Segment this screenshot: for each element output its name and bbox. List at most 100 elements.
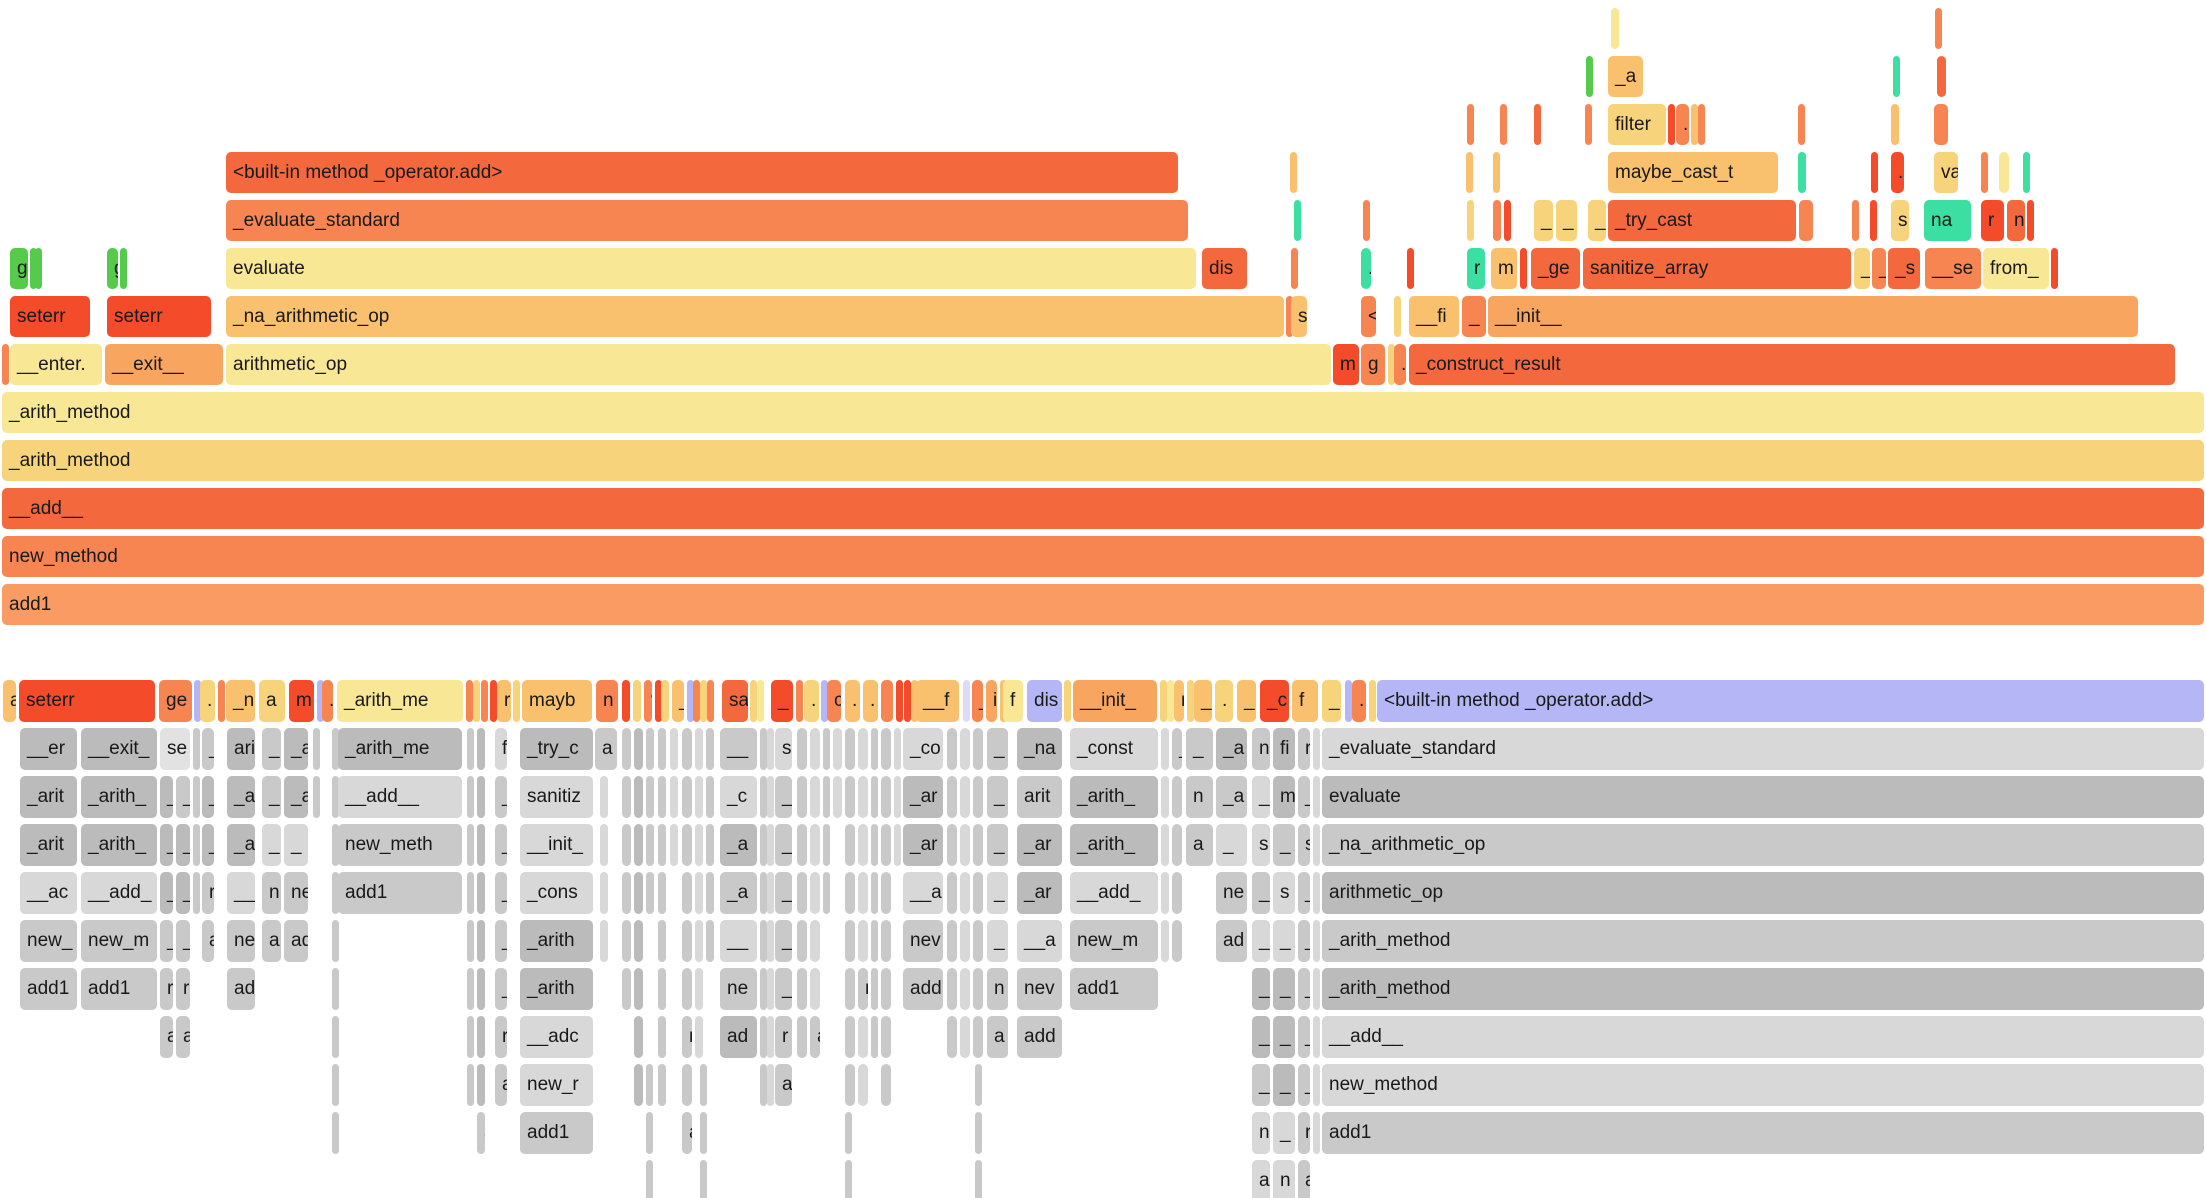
flame-frame-r[interactable]: r xyxy=(1467,248,1485,289)
flame-frame[interactable] xyxy=(1935,8,1942,49)
flame-frame-i[interactable]: i xyxy=(986,680,997,722)
flame-frame-new_method[interactable]: new_method xyxy=(2,536,2204,577)
flame-frame[interactable] xyxy=(833,776,842,818)
flame-frame-r[interactable]: r xyxy=(160,968,173,1010)
flame-frame-_na_arithmetic_op[interactable]: _na_arithmetic_op xyxy=(1322,824,2204,866)
flame-frame[interactable] xyxy=(1698,104,1705,145)
flame-frame-r[interactable]: r xyxy=(775,1016,792,1058)
flame-frame[interactable] xyxy=(646,776,654,818)
flame-frame-r[interactable]: r xyxy=(1298,728,1310,770)
flame-frame[interactable] xyxy=(871,872,878,914)
flame-frame[interactable] xyxy=(810,872,820,914)
flame-frame-_a[interactable]: _a xyxy=(227,824,255,866)
flame-frame-a[interactable]: a xyxy=(1186,824,1213,866)
flame-frame[interactable] xyxy=(760,920,767,962)
flame-frame[interactable] xyxy=(767,920,774,962)
flame-frame-_a[interactable]: _a xyxy=(227,776,255,818)
flame-frame-_[interactable]: _ xyxy=(987,920,1008,962)
flame-frame-a[interactable]: a xyxy=(1298,1160,1310,1198)
flame-frame-ne[interactable]: ne xyxy=(720,968,757,1010)
flame-frame[interactable] xyxy=(490,680,497,722)
flame-frame-_[interactable]: _ xyxy=(495,872,507,914)
flame-frame-a[interactable]: a xyxy=(987,1016,1008,1058)
flame-frame[interactable] xyxy=(682,968,692,1010)
flame-frame-_a[interactable]: _a xyxy=(720,872,757,914)
flame-frame-v[interactable]: v xyxy=(644,680,652,722)
flame-frame[interactable] xyxy=(1798,152,1806,193)
flame-frame[interactable] xyxy=(1871,152,1878,193)
flame-frame[interactable] xyxy=(904,680,911,722)
flame-frame-ge[interactable]: ge xyxy=(159,680,192,722)
flame-frame[interactable]: . xyxy=(322,680,333,722)
flame-frame[interactable] xyxy=(810,824,820,866)
flame-frame[interactable] xyxy=(973,968,983,1010)
flame-frame[interactable] xyxy=(767,824,774,866)
flame-frame[interactable] xyxy=(767,728,774,770)
flame-frame[interactable] xyxy=(658,1064,666,1106)
flame-frame[interactable] xyxy=(622,824,631,866)
flame-frame-_[interactable]: _ xyxy=(1588,200,1606,241)
flame-frame[interactable] xyxy=(823,776,830,818)
flame-frame[interactable] xyxy=(700,680,707,722)
flame-frame-_[interactable]: _ xyxy=(1322,680,1341,722)
flame-frame[interactable] xyxy=(332,872,339,914)
flame-frame-_[interactable]: _ xyxy=(1298,920,1310,962)
flame-frame[interactable] xyxy=(881,872,891,914)
flame-frame-_[interactable]: _ xyxy=(1462,296,1486,337)
flame-frame-_arit[interactable]: _arit xyxy=(20,824,77,866)
flame-frame-r[interactable]: r xyxy=(858,968,868,1010)
flame-frame[interactable] xyxy=(960,920,970,962)
flame-frame-_[interactable]: _ xyxy=(1252,1016,1270,1058)
flame-frame-_[interactable]: _ xyxy=(1273,1064,1295,1106)
flame-chart-call-tree[interactable]: _a filter. <built-in method _operator.add>… xyxy=(0,0,2206,640)
flame-frame-_ge[interactable]: _ge xyxy=(1531,248,1580,289)
flame-frame[interactable] xyxy=(760,1064,767,1106)
flame-frame[interactable] xyxy=(881,680,893,722)
flame-frame[interactable] xyxy=(1161,776,1169,818)
flame-frame-arithmetic_op[interactable]: arithmetic_op xyxy=(1322,872,2204,914)
flame-frame-a[interactable]: a xyxy=(176,1016,190,1058)
flame-frame[interactable] xyxy=(1500,104,1507,145)
flame-frame-_a[interactable]: _a xyxy=(1216,776,1247,818)
flame-frame-_try_cast[interactable]: _try_cast xyxy=(1608,200,1796,241)
flame-frame[interactable] xyxy=(963,680,970,722)
flame-frame-_[interactable]: _ xyxy=(160,824,173,866)
flame-frame-_[interactable]: _ xyxy=(160,872,173,914)
flame-frame-_a[interactable]: _a xyxy=(1216,728,1247,770)
flame-frame-_[interactable]: _ xyxy=(495,968,507,1010)
flame-frame[interactable] xyxy=(858,920,868,962)
flame-frame[interactable] xyxy=(332,1112,339,1154)
flame-frame-_[interactable]: _ xyxy=(176,776,190,818)
flame-frame[interactable] xyxy=(1493,152,1500,193)
flame-frame[interactable] xyxy=(622,776,631,818)
flame-frame[interactable] xyxy=(881,920,891,962)
flame-frame[interactable] xyxy=(646,872,654,914)
flame-frame-_arith_method[interactable]: _arith_method xyxy=(1322,920,2204,962)
flame-frame-from_[interactable]: from_ xyxy=(1983,248,2049,289)
flame-frame-sa[interactable]: sa xyxy=(722,680,748,722)
flame-frame[interactable]: < xyxy=(1361,296,1376,337)
flame-frame[interactable] xyxy=(1934,104,1948,145)
flame-frame-_[interactable]: _ xyxy=(1298,1064,1310,1106)
flame-frame[interactable] xyxy=(767,968,774,1010)
flame-frame-_[interactable]: _ xyxy=(284,824,308,866)
flame-frame[interactable] xyxy=(975,1064,982,1106)
flame-frame[interactable] xyxy=(823,872,830,914)
flame-frame[interactable] xyxy=(477,824,485,866)
flame-frame-arithmetic_op[interactable]: arithmetic_op xyxy=(226,344,1331,385)
flame-frame-na[interactable]: na xyxy=(1924,200,1971,241)
flame-frame-_c[interactable]: _c xyxy=(720,776,757,818)
flame-frame[interactable] xyxy=(1852,200,1859,241)
flame-frame[interactable] xyxy=(1313,728,1320,770)
flame-frame[interactable] xyxy=(1161,728,1169,770)
flame-frame[interactable] xyxy=(634,728,643,770)
flame-frame-__init_[interactable]: __init_ xyxy=(520,824,593,866)
flame-frame-a[interactable]: a xyxy=(3,680,16,722)
flame-frame[interactable] xyxy=(1345,680,1352,722)
flame-frame[interactable] xyxy=(646,728,654,770)
flame-frame-add1[interactable]: add1 xyxy=(1070,968,1158,1010)
flame-frame[interactable] xyxy=(960,824,970,866)
flame-frame[interactable] xyxy=(911,680,918,722)
flame-frame[interactable] xyxy=(600,776,608,818)
flame-frame[interactable] xyxy=(947,728,957,770)
